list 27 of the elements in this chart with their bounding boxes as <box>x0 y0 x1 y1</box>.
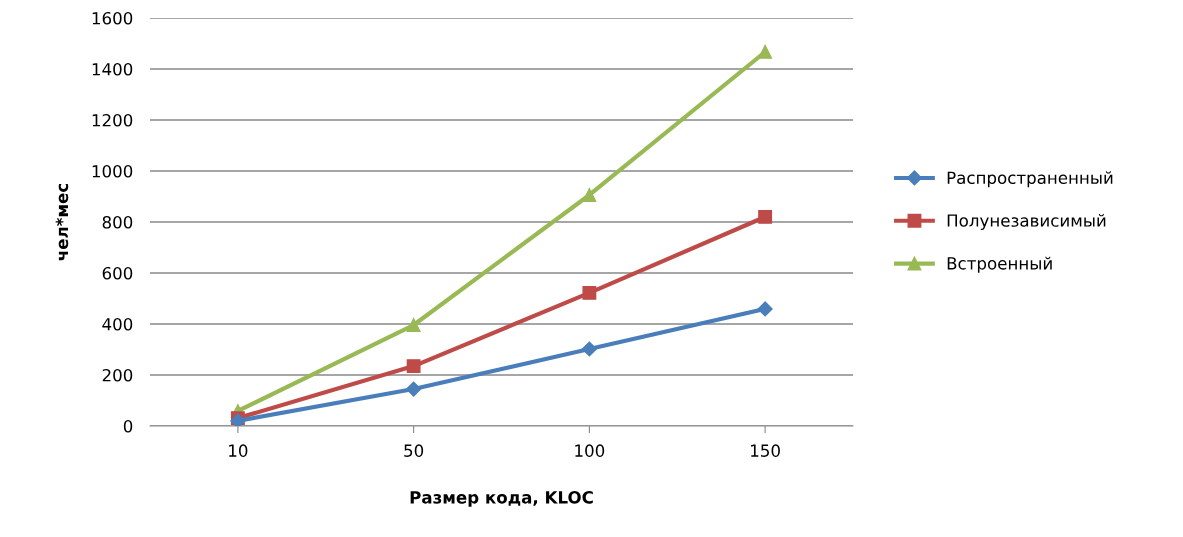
y-axis-title: чел*мес <box>55 183 69 261</box>
legend-label: Встроенный <box>947 256 1052 273</box>
y-tick-label: 800 <box>102 215 133 229</box>
x-tick-label: 150 <box>751 444 780 457</box>
y-tick-label: 200 <box>102 368 133 382</box>
y-tick-label: 600 <box>102 266 133 280</box>
y-tick-label: 1600 <box>92 11 133 25</box>
point <box>582 285 597 300</box>
y-tick-label: 1400 <box>92 62 133 76</box>
point <box>757 301 773 317</box>
y-tick-label: 0 <box>123 419 133 433</box>
point <box>758 209 773 224</box>
point <box>406 381 422 397</box>
legend-label: Полунезависимый <box>947 214 1106 231</box>
x-tick-label: 10 <box>229 444 248 457</box>
point <box>581 341 597 357</box>
point <box>582 188 597 202</box>
legend-label: Распространенный <box>947 171 1113 188</box>
y-tick-label: 400 <box>102 317 133 331</box>
point <box>406 318 421 332</box>
point <box>406 359 421 374</box>
y-tick-label: 1000 <box>92 164 133 178</box>
x-axis-title: Размер кода, KLOC <box>410 491 593 507</box>
x-tick-label: 50 <box>404 444 424 457</box>
point <box>758 44 773 59</box>
x-tick-label: 100 <box>575 444 605 457</box>
y-tick-label: 1200 <box>92 113 133 127</box>
